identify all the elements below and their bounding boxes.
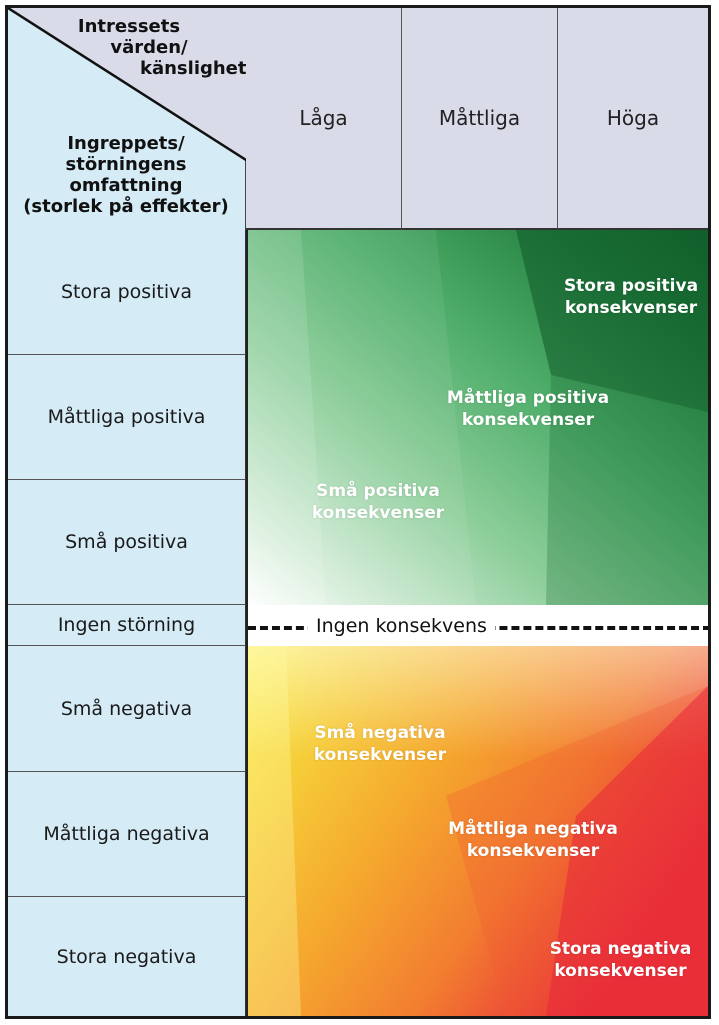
negative-consequence-area xyxy=(246,646,708,1016)
zone-label-line: konsekvenser xyxy=(564,298,698,318)
row-label-no-disturbance: Ingen störning xyxy=(8,605,246,646)
row-label-text: Måttliga positiva xyxy=(47,406,206,428)
row-label-text: Små negativa xyxy=(60,697,193,720)
zone-label-small-positive: Små positiva konsekvenser xyxy=(278,480,478,524)
zone-label-line: Måttliga negativa xyxy=(448,819,618,839)
row-label-large-positive: Stora positiva xyxy=(8,230,246,355)
row-label-small-positive: Små positiva xyxy=(8,480,246,605)
zone-label-large-positive: Stora positiva konsekvenser xyxy=(546,275,708,319)
zone-label-line: konsekvenser xyxy=(311,503,445,523)
row-label-large-negative: Stora negativa xyxy=(8,897,246,1016)
large-positive-zone-facet xyxy=(516,230,708,412)
zone-label-small-negative: Små negativa konsekvenser xyxy=(280,722,480,766)
positive-zone-facet xyxy=(546,375,708,605)
zone-label-line: Måttliga positiva xyxy=(446,388,610,408)
zone-label-line: konsekvenser xyxy=(313,745,447,765)
zone-label-moderate-positive: Måttliga positiva konsekvenser xyxy=(418,387,638,431)
left-area-border xyxy=(246,230,248,1016)
column-header-high: Höga xyxy=(558,8,708,230)
zone-label-large-negative: Stora negativa konsekvenser xyxy=(533,938,708,982)
positive-zone-facet xyxy=(246,230,326,605)
corner-top-line-3: känslighet xyxy=(140,58,247,79)
zone-label-line: Små negativa xyxy=(314,723,446,743)
column-header-moderate-label: Måttliga xyxy=(438,106,521,130)
row-label-text: Stora negativa xyxy=(56,945,197,968)
consequence-matrix: Intressets värden/ känslighet Ingreppets… xyxy=(5,5,711,1019)
corner-bottom-line-4: (storlek på effekter) xyxy=(23,196,229,217)
corner-top-line-2: värden/ xyxy=(110,37,188,58)
row-label-small-negative: Små negativa xyxy=(8,646,246,772)
corner-bottom-line-2: störningens xyxy=(65,154,187,175)
neutral-label: Ingen konsekvens xyxy=(308,615,495,637)
corner-bottom-line-3: omfattning xyxy=(69,175,183,196)
column-header-high-label: Höga xyxy=(606,106,660,130)
column-header-low: Låga xyxy=(246,8,402,230)
matrix-corner-cell: Intressets värden/ känslighet Ingreppets… xyxy=(8,8,247,230)
negative-zone-facet xyxy=(246,646,301,1016)
corner-bottom-line-1: Ingreppets/ xyxy=(67,133,185,154)
row-label-text: Ingen störning xyxy=(57,614,196,636)
positive-consequence-area xyxy=(246,230,708,605)
row-label-text: Stora positiva xyxy=(60,281,193,303)
zone-label-line: konsekvenser xyxy=(461,410,595,430)
corner-bottom-label: Ingreppets/ störningens omfattning (stor… xyxy=(8,133,244,217)
column-header-moderate: Måttliga xyxy=(402,8,558,230)
corner-diagonal xyxy=(8,8,246,230)
row-label-moderate-positive: Måttliga positiva xyxy=(8,355,246,480)
corner-top-line-1: Intressets xyxy=(77,16,181,37)
column-header-low-label: Låga xyxy=(299,106,348,130)
row-label-text: Små positiva xyxy=(65,531,188,553)
row-label-text: Måttliga negativa xyxy=(43,823,210,845)
positive-zone-facet xyxy=(301,230,476,605)
zone-label-moderate-negative: Måttliga negativa konsekvenser xyxy=(418,818,648,862)
zone-label-line: Stora positiva xyxy=(563,276,699,296)
zone-label-line: konsekvenser xyxy=(466,841,600,861)
zone-label-line: Små positiva xyxy=(316,481,440,501)
row-label-moderate-negative: Måttliga negativa xyxy=(8,772,246,897)
corner-top-label: Intressets värden/ känslighet xyxy=(64,16,247,79)
zone-label-line: Stora negativa xyxy=(549,939,692,959)
large-negative-zone-facet xyxy=(546,686,708,1016)
zone-label-line: konsekvenser xyxy=(554,961,687,981)
